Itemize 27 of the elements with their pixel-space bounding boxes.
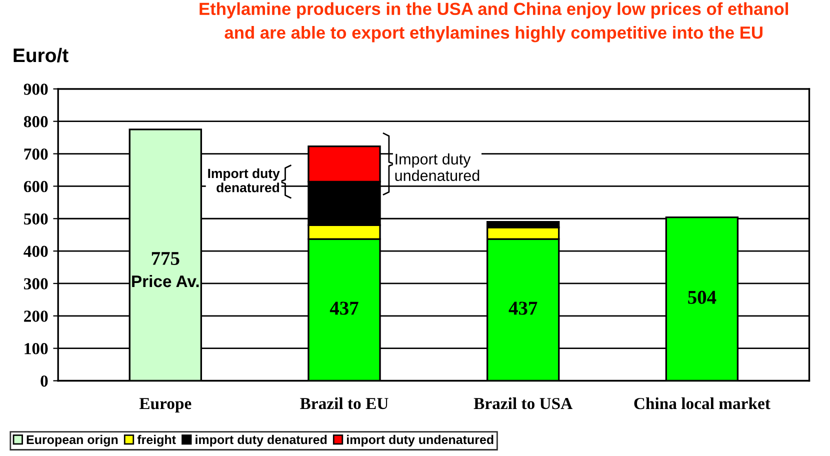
y-tick-label: 100 — [24, 343, 48, 354]
annotation: Price Av. — [132, 274, 199, 288]
annotation: Import duty undenatured — [395, 153, 480, 182]
x-tick-label: Europe — [139, 398, 192, 413]
y-tick-label: 300 — [24, 278, 48, 290]
y-tick-label: 800 — [24, 116, 48, 128]
x-tick-label: Brazil to EU — [300, 397, 388, 410]
y-tick-label: 700 — [24, 148, 48, 160]
data-label: 437 — [508, 302, 538, 315]
chart-title: Ethylamine producers in the USA and China enjoy low prices of ethanol and are able to export ethylamines highly competitive into the EU — [200, 2, 788, 42]
legend-label: import duty denatured — [196, 434, 327, 447]
annotation: Import duty denatured — [208, 168, 280, 192]
y-axis-title: Euro/t — [14, 48, 68, 62]
x-tick-label: China local market — [634, 397, 770, 410]
legend-label: European orign — [26, 434, 118, 447]
y-tick-label: 200 — [24, 310, 48, 322]
legend-label: freight — [137, 434, 176, 447]
x-tick-label: Brazil to USA — [474, 397, 573, 410]
y-tick-label: 900 — [24, 84, 48, 95]
y-tick-label: 500 — [24, 213, 48, 225]
data-label: 437 — [330, 302, 358, 315]
y-tick-label: 0 — [40, 375, 48, 387]
y-tick-label: 600 — [24, 180, 48, 192]
legend-label: import duty undenatured — [347, 434, 494, 447]
data-label: 775 — [152, 252, 180, 265]
data-label: 504 — [688, 290, 716, 304]
y-tick-label: 400 — [24, 246, 48, 257]
